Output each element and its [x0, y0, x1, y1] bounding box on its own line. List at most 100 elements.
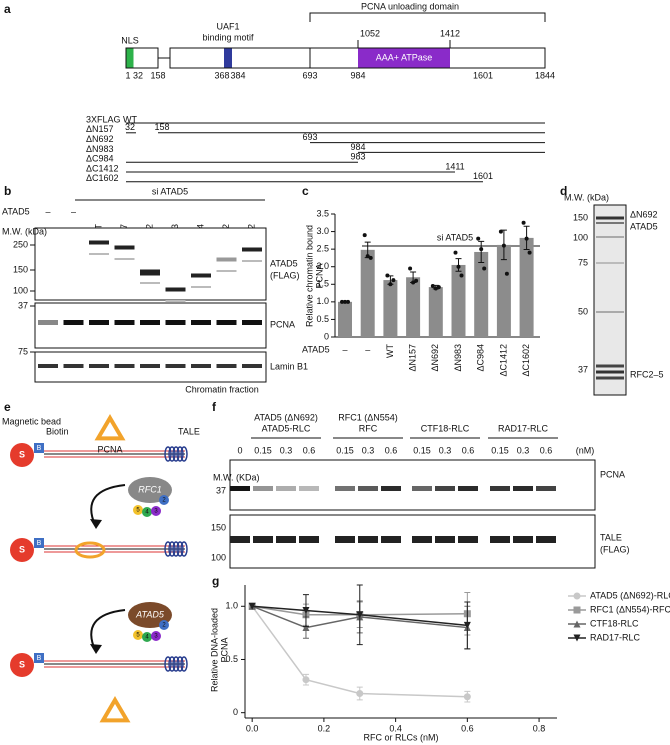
label: 250	[13, 239, 28, 249]
legend-label: RFC1 (ΔN554)-RFC	[590, 604, 670, 614]
label: 37	[216, 485, 226, 495]
bar	[519, 237, 534, 337]
panel-letter: e	[4, 400, 11, 414]
label: NLS	[121, 35, 139, 45]
label: Chromatin fraction	[185, 384, 259, 394]
label: RFC or RLCs (nM)	[363, 732, 438, 742]
marker	[573, 620, 581, 628]
point	[414, 278, 419, 283]
band	[435, 536, 455, 543]
series-line	[251, 605, 468, 629]
biotin	[34, 538, 44, 548]
label: 1052	[360, 28, 380, 38]
marker	[302, 624, 310, 632]
band	[536, 536, 556, 543]
marker	[302, 607, 310, 615]
band	[596, 370, 624, 374]
band	[242, 364, 262, 368]
x-tick-label: 0.6	[461, 723, 474, 733]
label: ΔN692	[630, 209, 658, 219]
point	[504, 271, 509, 276]
band	[596, 311, 624, 313]
band	[165, 287, 186, 292]
band	[596, 364, 624, 368]
band	[89, 364, 109, 368]
pcna	[99, 696, 131, 723]
label: M.W. (kDa)	[564, 192, 609, 202]
label: PCNA	[219, 637, 229, 662]
label: AAA+ ATPase	[376, 52, 433, 62]
label: Relative DNA-loaded	[209, 608, 219, 692]
label: 37	[578, 364, 588, 374]
panel-letter: c	[302, 184, 309, 198]
label: 3	[154, 634, 158, 640]
label: ATAD5-RLC	[262, 423, 311, 433]
label: ATAD5	[135, 609, 165, 619]
label: ATAD5	[302, 344, 330, 354]
arrow	[90, 484, 126, 526]
band	[536, 486, 556, 491]
label: 150	[13, 264, 28, 274]
x-tick-label: ΔC984	[476, 344, 486, 372]
label: RFC	[359, 423, 378, 433]
bar	[383, 280, 398, 337]
label: 1411	[445, 161, 464, 171]
marker	[463, 693, 471, 701]
construct-name: ΔN157	[86, 124, 114, 134]
band	[381, 486, 401, 491]
construct-name: ΔN692	[86, 134, 114, 144]
marker	[573, 592, 581, 600]
label: 4	[145, 635, 149, 641]
construct-name: ΔN983	[86, 144, 114, 154]
band	[216, 257, 237, 262]
subunit	[133, 630, 143, 640]
atpase-box	[358, 48, 450, 68]
band	[63, 364, 84, 368]
band	[253, 536, 273, 543]
marker	[573, 634, 581, 642]
panel-letter: f	[212, 400, 217, 414]
panel-letter: d	[560, 184, 567, 198]
label: PCNA	[97, 444, 122, 454]
label: PCNA	[270, 319, 295, 329]
label: 150	[573, 212, 588, 222]
arrow	[90, 609, 126, 651]
band	[89, 253, 109, 255]
label: 984	[350, 142, 365, 152]
tale	[172, 656, 180, 672]
gel	[34, 227, 267, 301]
band	[596, 236, 624, 238]
point	[476, 236, 481, 241]
label: 150	[211, 522, 226, 532]
tale	[176, 541, 184, 557]
subunit	[133, 505, 143, 515]
tale	[176, 656, 184, 672]
label: binding motif	[202, 32, 254, 42]
point	[433, 286, 438, 291]
y-tick-label: 2.0	[316, 261, 329, 271]
label: B	[37, 655, 42, 662]
point	[430, 284, 435, 289]
band	[89, 320, 109, 325]
marker	[356, 690, 364, 698]
label: 5	[136, 508, 140, 514]
point	[343, 299, 347, 304]
band	[276, 536, 296, 543]
band	[89, 240, 109, 245]
tale	[172, 541, 180, 557]
label: PCNA	[314, 263, 324, 288]
label: 1	[125, 70, 130, 80]
band	[114, 364, 135, 368]
bead	[10, 443, 34, 467]
band	[412, 536, 432, 543]
subunit	[159, 620, 169, 630]
label: (FLAG)	[270, 270, 300, 280]
label: (FLAG)	[600, 544, 630, 554]
label: 1844	[535, 70, 555, 80]
band	[381, 536, 401, 543]
y-tick-label: 1.0	[316, 296, 329, 306]
x-tick-label: 0.4	[389, 723, 402, 733]
x-tick-label: –	[342, 344, 347, 354]
band	[242, 260, 262, 262]
panel-letter: a	[4, 2, 11, 16]
